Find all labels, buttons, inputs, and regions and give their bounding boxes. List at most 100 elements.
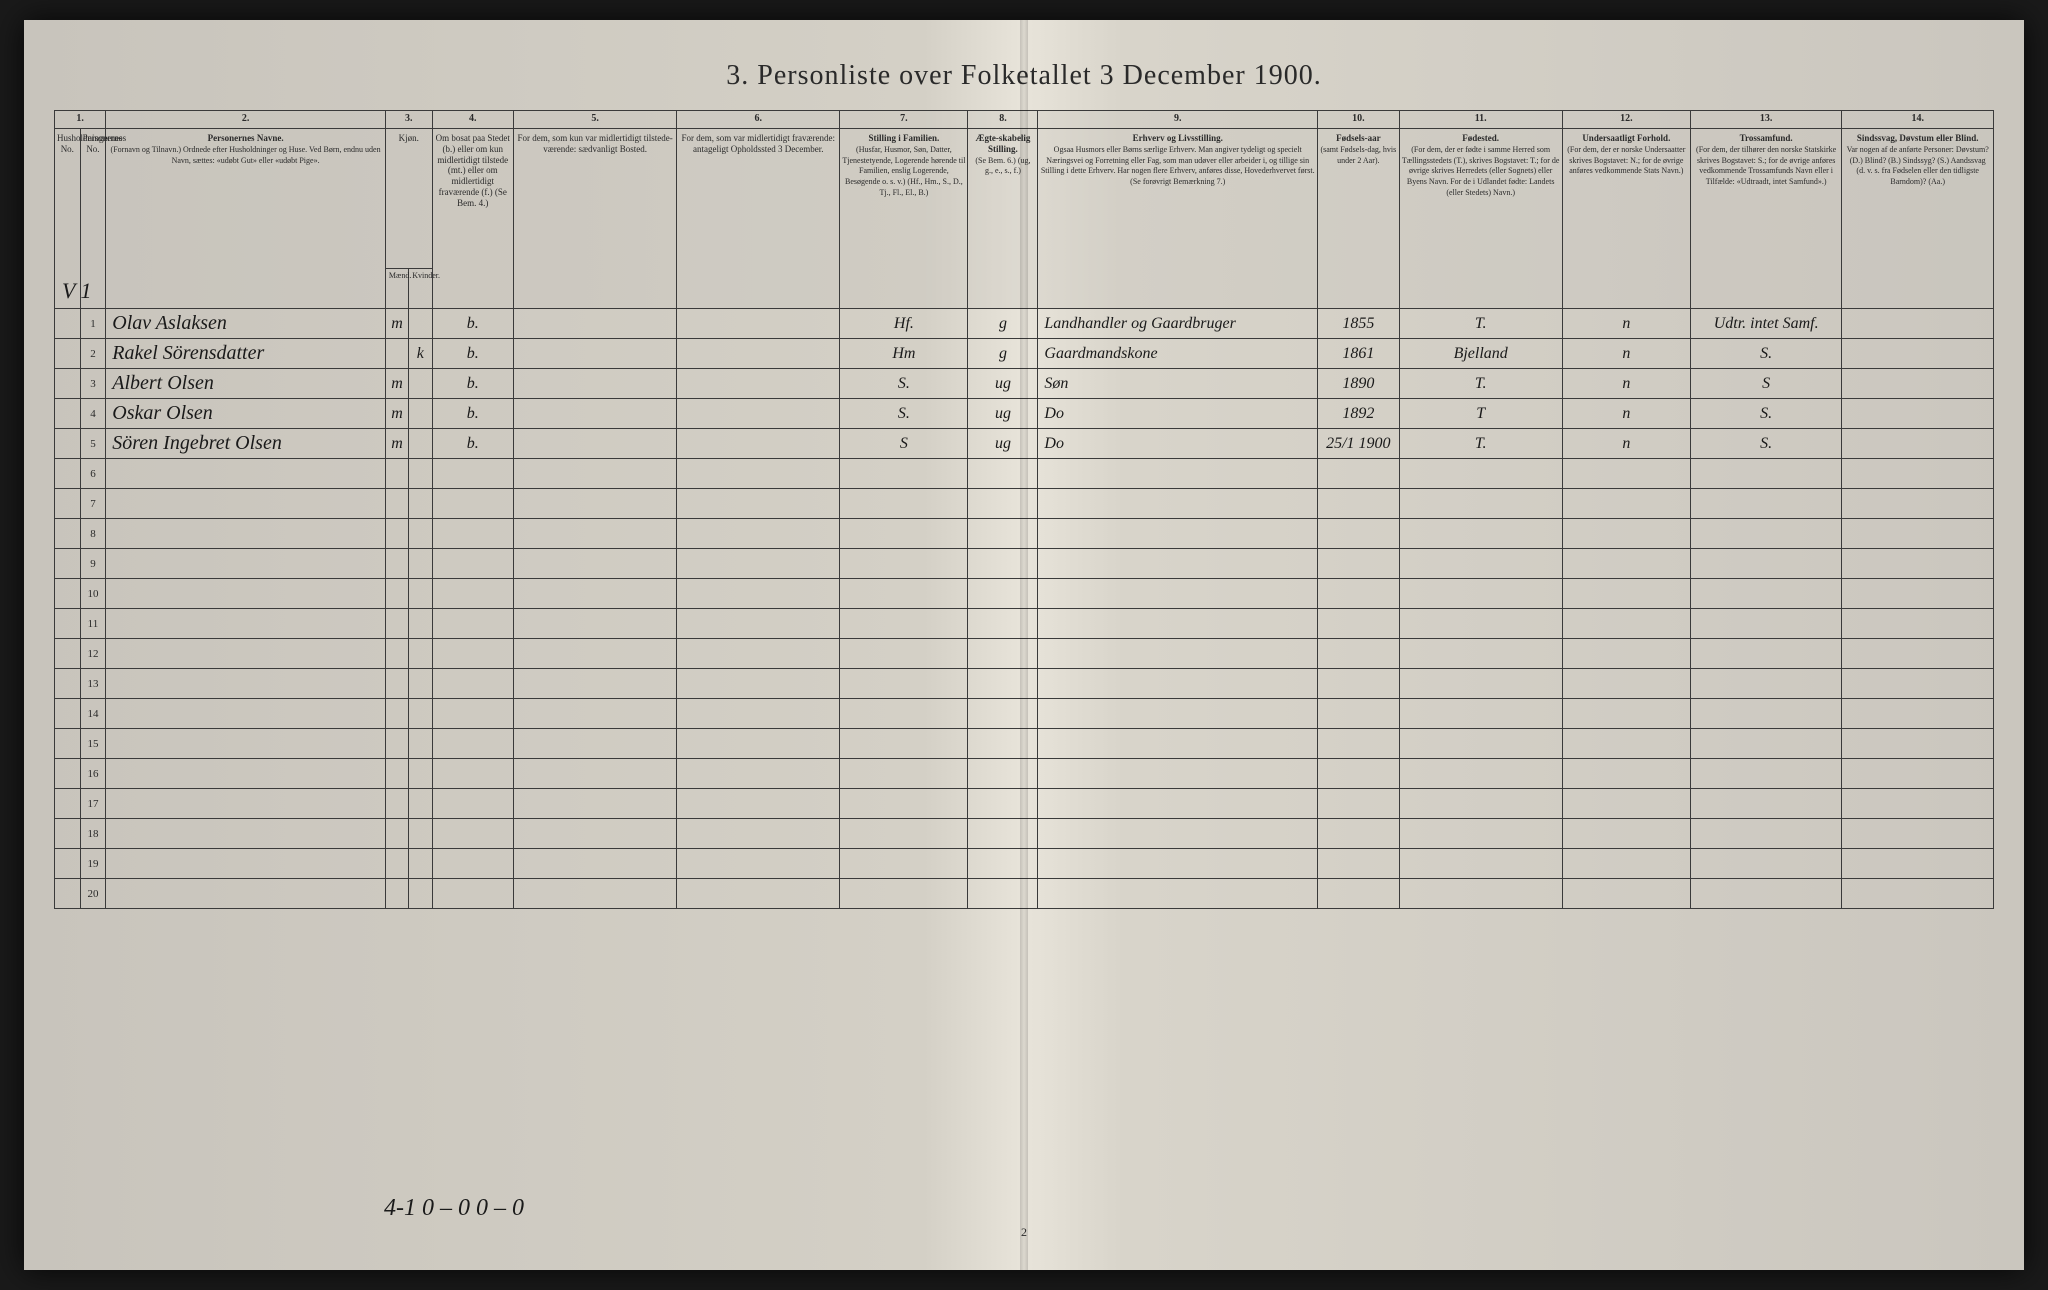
person-no-cell: 16 xyxy=(80,759,106,789)
name-cell: Albert Olsen xyxy=(106,369,386,399)
disability-cell xyxy=(1842,309,1994,339)
empty-cell xyxy=(514,789,677,819)
empty-cell xyxy=(409,639,432,669)
empty-cell xyxy=(409,669,432,699)
household-cell xyxy=(55,819,81,849)
nationality-cell: n xyxy=(1562,339,1690,369)
header-c10-sub: (samt Fødsels-dag, hvis under 2 Aar). xyxy=(1320,145,1396,165)
empty-cell xyxy=(840,759,968,789)
empty-cell xyxy=(1690,489,1841,519)
sex-k-cell xyxy=(409,399,432,429)
empty-cell xyxy=(514,699,677,729)
empty-cell xyxy=(1842,489,1994,519)
empty-cell xyxy=(1842,669,1994,699)
sex-m-cell xyxy=(385,339,408,369)
empty-cell xyxy=(1318,669,1400,699)
header-c7-title: Stilling i Familien. xyxy=(869,133,940,143)
empty-cell xyxy=(677,699,840,729)
person-no-cell: 2 xyxy=(80,339,106,369)
birthyear-cell: 1861 xyxy=(1318,339,1400,369)
header-c13-title: Trossamfund. xyxy=(1740,133,1793,143)
person-no-cell: 19 xyxy=(80,849,106,879)
c5-cell xyxy=(514,369,677,399)
empty-cell xyxy=(1399,789,1562,819)
household-cell xyxy=(55,429,81,459)
empty-cell xyxy=(840,669,968,699)
empty-cell xyxy=(514,519,677,549)
empty-cell xyxy=(432,489,514,519)
empty-cell xyxy=(385,729,408,759)
empty-cell xyxy=(1842,639,1994,669)
name-cell: Rakel Sörensdatter xyxy=(106,339,386,369)
occupation-cell: Landhandler og Gaardbruger xyxy=(1038,309,1318,339)
empty-cell xyxy=(385,549,408,579)
empty-cell xyxy=(514,579,677,609)
header-occupation: Erhverv og Livsstilling. Ogsaa Husmors e… xyxy=(1038,129,1318,309)
empty-cell xyxy=(385,789,408,819)
empty-cell xyxy=(432,759,514,789)
household-cell xyxy=(55,639,81,669)
empty-cell xyxy=(1038,669,1318,699)
empty-cell xyxy=(385,699,408,729)
disability-cell xyxy=(1842,399,1994,429)
empty-cell xyxy=(840,459,968,489)
empty-cell xyxy=(1842,699,1994,729)
empty-cell xyxy=(1842,459,1994,489)
empty-cell xyxy=(385,609,408,639)
person-no-cell: 9 xyxy=(80,549,106,579)
empty-cell xyxy=(1562,639,1690,669)
empty-cell xyxy=(385,489,408,519)
empty-cell xyxy=(677,849,840,879)
person-no-cell: 18 xyxy=(80,819,106,849)
empty-cell xyxy=(840,489,968,519)
empty-cell xyxy=(1318,789,1400,819)
religion-cell: S. xyxy=(1690,429,1841,459)
c5-cell xyxy=(514,429,677,459)
empty-cell xyxy=(1038,639,1318,669)
header-c9-sub: Ogsaa Husmors eller Børns særlige Erhver… xyxy=(1041,145,1315,186)
household-cell xyxy=(55,789,81,819)
empty-cell xyxy=(432,849,514,879)
name-cell: Sören Ingebret Olsen xyxy=(106,429,386,459)
household-cell xyxy=(55,489,81,519)
empty-cell xyxy=(1842,609,1994,639)
header-names-sub: (Fornavn og Tilnavn.) Ordnede efter Hush… xyxy=(111,145,381,165)
birthyear-cell: 1892 xyxy=(1318,399,1400,429)
empty-cell xyxy=(1318,579,1400,609)
sex-k-cell xyxy=(409,369,432,399)
empty-cell xyxy=(514,729,677,759)
empty-cell xyxy=(106,519,386,549)
person-no-cell: 4 xyxy=(80,399,106,429)
empty-cell xyxy=(1690,729,1841,759)
empty-cell xyxy=(514,489,677,519)
col-num-1: 1. xyxy=(55,111,106,129)
empty-cell xyxy=(677,669,840,699)
person-no-cell: 13 xyxy=(80,669,106,699)
nationality-cell: n xyxy=(1562,369,1690,399)
empty-cell xyxy=(1399,669,1562,699)
col-num-2: 2. xyxy=(106,111,386,129)
empty-cell xyxy=(409,489,432,519)
empty-cell xyxy=(677,819,840,849)
col-num-9: 9. xyxy=(1038,111,1318,129)
header-c11-sub: (For dem, der er fødte i samme Herred so… xyxy=(1402,145,1560,197)
birthplace-cell: T. xyxy=(1399,369,1562,399)
empty-cell xyxy=(1842,849,1994,879)
empty-cell xyxy=(1690,789,1841,819)
empty-cell xyxy=(1399,579,1562,609)
empty-cell xyxy=(385,639,408,669)
empty-cell xyxy=(677,789,840,819)
empty-cell xyxy=(106,819,386,849)
header-c12-sub: (For dem, der er norske Undersaatter skr… xyxy=(1567,145,1685,176)
empty-cell xyxy=(432,549,514,579)
household-cell xyxy=(55,669,81,699)
empty-cell xyxy=(409,819,432,849)
household-cell xyxy=(55,399,81,429)
empty-cell xyxy=(677,609,840,639)
col-num-4: 4. xyxy=(432,111,514,129)
empty-cell xyxy=(106,699,386,729)
empty-cell xyxy=(840,699,968,729)
household-cell xyxy=(55,759,81,789)
header-birthplace: Fødested. (For dem, der er fødte i samme… xyxy=(1399,129,1562,309)
empty-cell xyxy=(1842,729,1994,759)
